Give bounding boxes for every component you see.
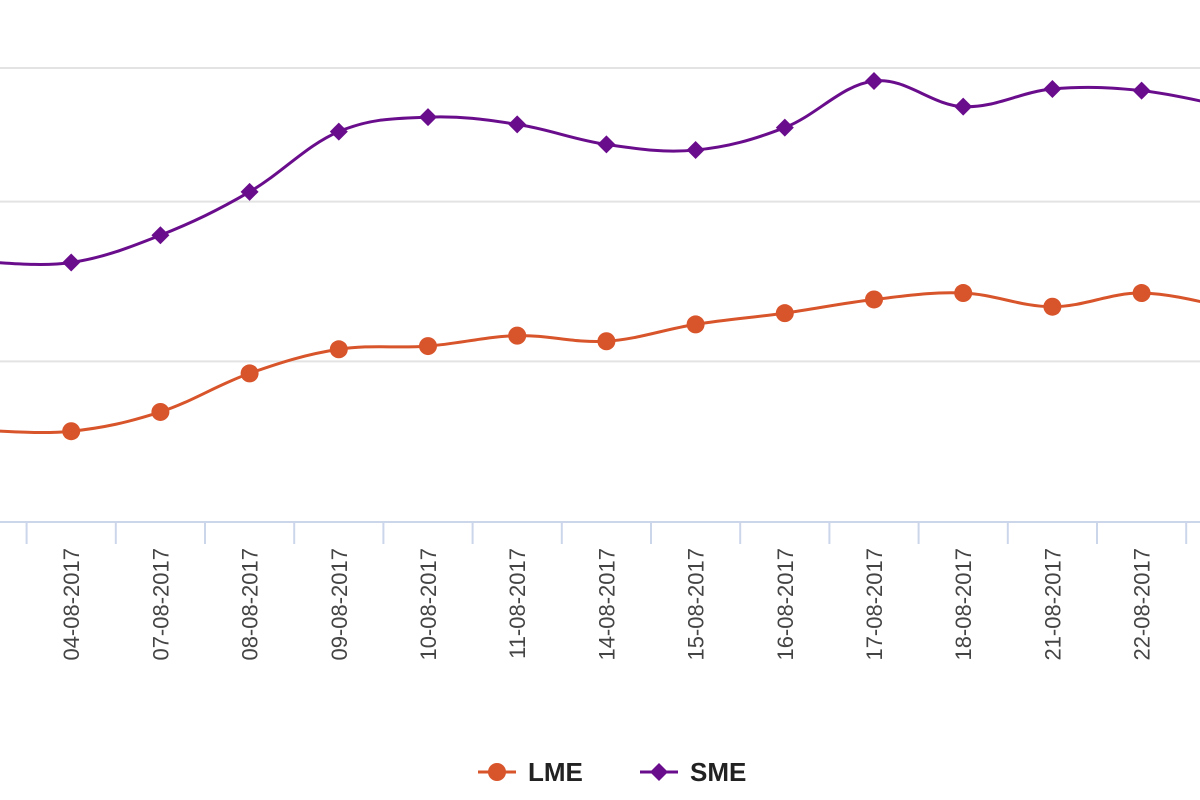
data-point-lme[interactable] xyxy=(508,326,527,345)
x-tick-label: 09-08-2017 xyxy=(327,548,352,661)
x-tick-label: 04-08-2017 xyxy=(59,548,84,661)
data-point-lme[interactable] xyxy=(419,337,437,356)
x-tick-label: 07-08-2017 xyxy=(148,548,173,661)
series-line-sme xyxy=(0,79,1200,266)
data-point-lme[interactable] xyxy=(62,422,81,441)
data-point-sme[interactable] xyxy=(151,226,170,245)
data-point-lme[interactable] xyxy=(329,340,348,359)
series-markers xyxy=(62,71,1151,441)
data-point-sme[interactable] xyxy=(419,108,437,127)
x-tick-label: 08-08-2017 xyxy=(238,548,263,661)
data-point-lme[interactable] xyxy=(597,332,616,351)
data-point-sme[interactable] xyxy=(865,71,883,90)
x-axis xyxy=(0,521,1200,544)
gridlines xyxy=(0,67,1200,363)
data-point-lme[interactable] xyxy=(151,402,170,421)
x-tick-label: 16-08-2017 xyxy=(773,548,798,661)
data-point-sme[interactable] xyxy=(240,182,259,201)
x-tick-label: 18-08-2017 xyxy=(951,548,976,661)
x-tick-label: 17-08-2017 xyxy=(862,548,887,661)
x-tick-label: 11-08-2017 xyxy=(505,548,530,659)
legend-item-sme[interactable]: SME xyxy=(640,757,746,787)
legend-label-lme: LME xyxy=(528,757,583,787)
x-tick-label: 10-08-2017 xyxy=(416,548,441,661)
data-point-lme[interactable] xyxy=(865,290,883,309)
legend-marker-sme xyxy=(650,763,668,781)
data-point-sme[interactable] xyxy=(954,97,973,116)
data-point-sme[interactable] xyxy=(508,115,527,134)
legend-item-lme[interactable]: LME xyxy=(478,757,583,787)
series-line-lme xyxy=(0,291,1200,435)
data-point-lme[interactable] xyxy=(954,284,973,303)
data-point-lme[interactable] xyxy=(686,315,705,334)
data-point-sme[interactable] xyxy=(329,122,348,141)
x-tick-label: 14-08-2017 xyxy=(594,548,619,661)
data-point-lme[interactable] xyxy=(1132,284,1151,303)
legend[interactable]: LME SME xyxy=(478,757,746,787)
legend-label-sme: SME xyxy=(690,757,746,787)
x-tick-label: 21-08-2017 xyxy=(1040,548,1065,661)
data-point-sme[interactable] xyxy=(62,253,81,272)
x-tick-label: 15-08-2017 xyxy=(684,548,709,661)
data-point-lme[interactable] xyxy=(240,364,259,383)
legend-marker-lme xyxy=(488,763,506,781)
data-point-sme[interactable] xyxy=(1043,80,1062,99)
series-lines xyxy=(0,79,1200,435)
data-point-lme[interactable] xyxy=(775,304,794,323)
data-point-sme[interactable] xyxy=(686,141,705,160)
x-tick-labels: 04-08-2017 07-08-2017 08-08-2017 09-08-2017… xyxy=(59,548,1154,661)
data-point-lme[interactable] xyxy=(1043,297,1062,316)
x-tick-label: 22-08-2017 xyxy=(1130,548,1155,661)
data-point-sme[interactable] xyxy=(775,118,794,137)
data-point-sme[interactable] xyxy=(1132,81,1151,100)
data-point-sme[interactable] xyxy=(597,135,616,154)
